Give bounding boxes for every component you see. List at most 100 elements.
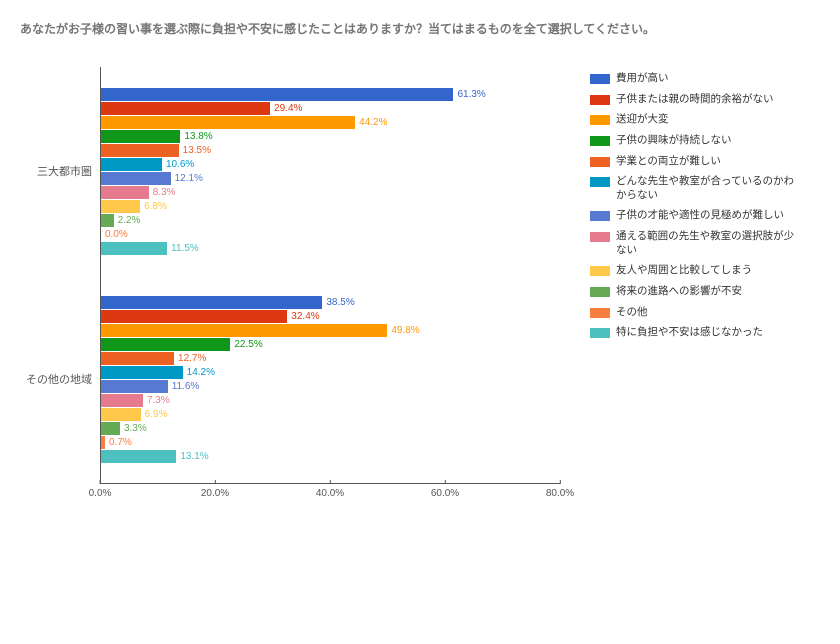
plot-area: 三大都市圏 61.3% 29.4% 44.2% 13.8% 13.5% 10.6% 12.1%…	[20, 67, 560, 503]
bar-value-label: 6.9%	[145, 409, 168, 420]
bar	[101, 172, 171, 185]
bar-value-label: 29.4%	[274, 103, 302, 114]
bar-value-label: 44.2%	[359, 117, 387, 128]
bar-row: 11.6%	[101, 379, 560, 393]
legend-item: 子供の才能や適性の見極めが難しい	[590, 209, 800, 223]
legend-swatch	[590, 115, 610, 125]
bar-value-label: 12.1%	[175, 173, 203, 184]
bar-value-label: 2.2%	[118, 215, 141, 226]
bar-row: 32.4%	[101, 309, 560, 323]
bar	[101, 324, 387, 337]
bar-row: 14.2%	[101, 365, 560, 379]
bar-row: 8.3%	[101, 185, 560, 199]
x-tick: 60.0%	[431, 484, 459, 499]
legend-swatch	[590, 211, 610, 221]
bar	[101, 214, 114, 227]
bar-row: 29.4%	[101, 101, 560, 115]
bar	[101, 422, 120, 435]
bar-value-label: 13.8%	[184, 131, 212, 142]
bar	[101, 186, 149, 199]
legend-item: 特に負担や不安は感じなかった	[590, 326, 800, 340]
bar-groups-host: 三大都市圏 61.3% 29.4% 44.2% 13.8% 13.5% 10.6% 12.1%…	[20, 67, 560, 483]
x-tick: 20.0%	[201, 484, 229, 499]
legend-label: 子供の興味が持続しない	[616, 134, 800, 148]
bar-row: 22.5%	[101, 337, 560, 351]
legend-item: 将来の進路への影響が不安	[590, 285, 800, 299]
bar-row: 6.9%	[101, 407, 560, 421]
bar-value-label: 11.5%	[171, 243, 199, 254]
x-axis: 0.0%20.0%40.0%60.0%80.0%	[100, 483, 560, 503]
bar-row: 0.7%	[101, 435, 560, 449]
chart-body: 三大都市圏 61.3% 29.4% 44.2% 13.8% 13.5% 10.6% 12.1%…	[20, 67, 820, 503]
bar-value-label: 11.6%	[172, 381, 200, 392]
group-label: その他の地域	[20, 371, 100, 387]
bar	[101, 352, 174, 365]
legend-item: 費用が高い	[590, 72, 800, 86]
bars-region: 61.3% 29.4% 44.2% 13.8% 13.5% 10.6% 12.1%8.3% 6…	[100, 67, 560, 275]
bar-value-label: 7.3%	[147, 395, 170, 406]
legend-item: 友人や周囲と比較してしまう	[590, 264, 800, 278]
legend-label: その他	[616, 306, 800, 320]
bar	[101, 242, 167, 255]
bar-row: 7.3%	[101, 393, 560, 407]
bar	[101, 296, 322, 309]
bar-row: 44.2%	[101, 115, 560, 129]
legend-label: 学業との両立が難しい	[616, 155, 800, 169]
legend-label: どんな先生や教室が合っているのかわからない	[616, 175, 800, 202]
bar	[101, 310, 287, 323]
bar	[101, 158, 162, 171]
legend-label: 通える範囲の先生や教室の選択肢が少ない	[616, 230, 800, 257]
bar-value-label: 6.8%	[144, 201, 167, 212]
bar-row: 0.0%	[101, 227, 560, 241]
bar	[101, 450, 176, 463]
bar-value-label: 22.5%	[234, 339, 262, 350]
bar	[101, 380, 168, 393]
bar-row: 12.1%	[101, 171, 560, 185]
legend-swatch	[590, 328, 610, 338]
bar-row: 11.5%	[101, 241, 560, 255]
bar-value-label: 14.2%	[187, 367, 215, 378]
legend-item: どんな先生や教室が合っているのかわからない	[590, 175, 800, 202]
bar-value-label: 13.5%	[183, 145, 211, 156]
bar	[101, 200, 140, 213]
bar-value-label: 0.7%	[109, 437, 132, 448]
legend-item: 子供の興味が持続しない	[590, 134, 800, 148]
legend-item: 送迎が大変	[590, 113, 800, 127]
bar-row: 6.8%	[101, 199, 560, 213]
legend-swatch	[590, 136, 610, 146]
x-tick: 0.0%	[89, 484, 112, 499]
bar-group: その他の地域38.5%32.4%49.8%22.5%12.7%14.2%11.6…	[20, 275, 560, 483]
legend-swatch	[590, 95, 610, 105]
bar	[101, 436, 105, 449]
legend-swatch	[590, 266, 610, 276]
bar	[101, 130, 180, 143]
legend-item: その他	[590, 306, 800, 320]
legend-swatch	[590, 287, 610, 297]
bar	[101, 394, 143, 407]
group-label: 三大都市圏	[20, 163, 100, 179]
bar	[101, 102, 270, 115]
legend-swatch	[590, 177, 610, 187]
bar-row: 38.5%	[101, 295, 560, 309]
legend-item: 通える範囲の先生や教室の選択肢が少ない	[590, 230, 800, 257]
legend-label: 子供または親の時間的余裕がない	[616, 93, 800, 107]
bar-group: 三大都市圏 61.3% 29.4% 44.2% 13.8% 13.5% 10.6% 12.1%…	[20, 67, 560, 275]
bar-value-label: 38.5%	[326, 297, 354, 308]
legend-swatch	[590, 157, 610, 167]
bar-value-label: 0.0%	[105, 229, 128, 240]
bar-value-label: 61.3%	[457, 89, 485, 100]
legend-swatch	[590, 232, 610, 242]
legend-label: 友人や周囲と比較してしまう	[616, 264, 800, 278]
bar-value-label: 3.3%	[124, 423, 147, 434]
bar-row: 3.3%	[101, 421, 560, 435]
bar-value-label: 12.7%	[178, 353, 206, 364]
legend-label: 特に負担や不安は感じなかった	[616, 326, 800, 340]
bar-value-label: 13.1%	[180, 451, 208, 462]
legend-swatch	[590, 74, 610, 84]
bar-value-label: 10.6%	[166, 159, 194, 170]
bar	[101, 338, 230, 351]
chart-container: あなたがお子様の習い事を選ぶ際に負担や不安に感じたことはありますか？当てはまるも…	[20, 20, 820, 503]
bar	[101, 88, 453, 101]
chart-title: あなたがお子様の習い事を選ぶ際に負担や不安に感じたことはありますか？当てはまるも…	[20, 20, 820, 37]
bar-row: 13.1%	[101, 449, 560, 463]
